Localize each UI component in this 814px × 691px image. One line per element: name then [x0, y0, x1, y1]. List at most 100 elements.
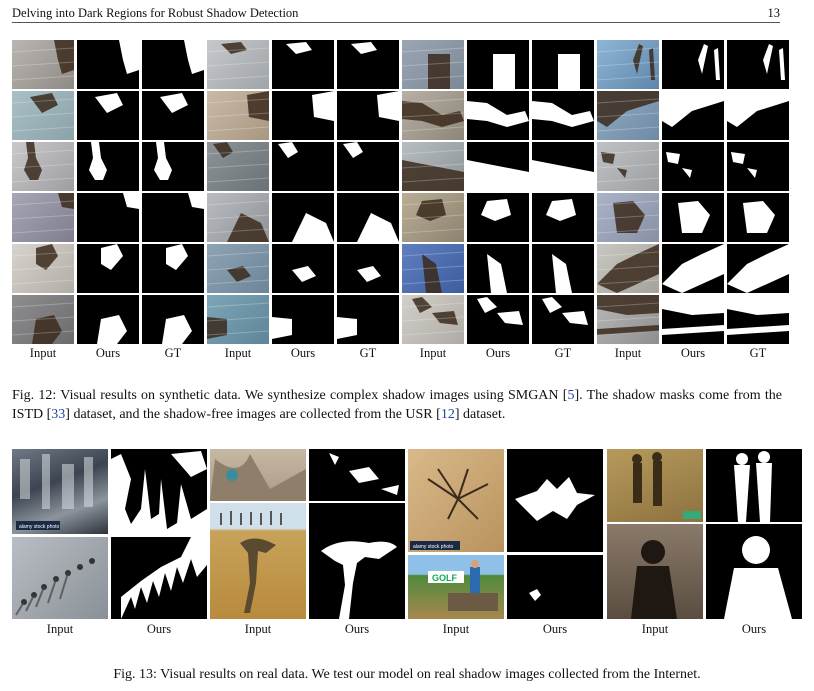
- figure-12-caption: Fig. 12: Visual results on synthetic dat…: [12, 388, 782, 422]
- input-image-cell: [12, 295, 74, 344]
- input-image-cell: [597, 244, 659, 293]
- citation-link[interactable]: 5: [567, 388, 575, 403]
- citation-link[interactable]: 12: [440, 407, 455, 422]
- gt-mask-cell: [532, 91, 594, 140]
- col-label: Input: [442, 622, 470, 636]
- figure-13-caption: Fig. 13: Visual results on real data. We…: [113, 667, 701, 682]
- ours-mask-cell: [467, 142, 529, 191]
- col-label: Input: [46, 622, 74, 636]
- ours-mask-cell: [467, 40, 529, 89]
- gt-mask-cell: [142, 40, 204, 89]
- col-label: Input: [419, 346, 447, 360]
- gt-mask-cell: [727, 91, 789, 140]
- gt-mask-cell: [532, 295, 594, 344]
- ours-mask-cell: [467, 193, 529, 242]
- input-image-crowd-street: [12, 537, 108, 619]
- col-label: GT: [554, 346, 572, 360]
- ours-mask-cell: [77, 40, 139, 89]
- input-image-cell: [402, 193, 464, 242]
- input-image-cell: [402, 40, 464, 89]
- input-image-cell: [12, 142, 74, 191]
- running-title: Delving into Dark Regions for Robust Sha…: [12, 6, 299, 20]
- input-image-cell: [597, 91, 659, 140]
- input-image-palm-shadow: alamy stock photo: [408, 449, 504, 552]
- gt-mask-cell: [337, 193, 399, 242]
- input-image-cell: [402, 295, 464, 344]
- ours-mask-cell: [272, 295, 334, 344]
- col-label: Ours: [542, 622, 568, 636]
- input-image-cell: [402, 244, 464, 293]
- input-image-cell: [207, 91, 269, 140]
- gt-mask-cell: [142, 193, 204, 242]
- mask-aerial-resort: [309, 449, 405, 501]
- gt-mask-cell: [337, 91, 399, 140]
- mask-desert-tree: [309, 503, 405, 619]
- mask-city-aerial: [111, 449, 207, 534]
- col-label: GT: [164, 346, 182, 360]
- ours-mask-cell: [272, 193, 334, 242]
- col-label: Input: [29, 346, 57, 360]
- gt-mask-cell: [532, 142, 594, 191]
- col-label: Ours: [290, 346, 316, 360]
- input-image-cell: [402, 91, 464, 140]
- ours-mask-cell: [77, 295, 139, 344]
- figure-12-grid: [12, 40, 789, 344]
- col-label: Ours: [741, 622, 767, 636]
- gt-mask-cell: [337, 295, 399, 344]
- ours-mask-cell: [77, 142, 139, 191]
- ours-mask-cell: [77, 91, 139, 140]
- gt-mask-cell: [142, 91, 204, 140]
- mask-golf-sign: [507, 555, 603, 619]
- gt-mask-cell: [142, 244, 204, 293]
- col-label: Ours: [680, 346, 706, 360]
- input-image-cell: [402, 142, 464, 191]
- ours-mask-cell: [662, 244, 724, 293]
- ours-mask-cell: [272, 142, 334, 191]
- gt-mask-cell: [337, 40, 399, 89]
- input-image-cell: [207, 40, 269, 89]
- gt-mask-cell: [727, 142, 789, 191]
- ours-mask-cell: [467, 244, 529, 293]
- col-label: Ours: [95, 346, 121, 360]
- input-image-cell: [12, 244, 74, 293]
- gt-mask-cell: [727, 295, 789, 344]
- ours-mask-cell: [77, 244, 139, 293]
- sign-text: GOLF: [432, 573, 457, 583]
- input-image-city-aerial: alamy stock photo: [12, 449, 108, 534]
- input-image-cell: [207, 142, 269, 191]
- input-image-desert-tree: [210, 503, 306, 619]
- ours-mask-cell: [467, 91, 529, 140]
- col-label: GT: [749, 346, 767, 360]
- mask-crowd-street: [111, 537, 207, 619]
- input-image-couple-shadow: [607, 449, 703, 522]
- ours-mask-cell: [662, 295, 724, 344]
- ours-mask-cell: [662, 91, 724, 140]
- input-image-cell: [207, 193, 269, 242]
- input-image-aerial-resort: [210, 449, 306, 501]
- ours-mask-cell: [662, 142, 724, 191]
- col-label: Input: [244, 622, 272, 636]
- gt-mask-cell: [532, 193, 594, 242]
- gt-mask-cell: [337, 142, 399, 191]
- col-label: Input: [614, 346, 642, 360]
- gt-mask-cell: [727, 40, 789, 89]
- ours-mask-cell: [272, 40, 334, 89]
- citation-link[interactable]: 33: [51, 407, 66, 422]
- input-image-cell: [207, 244, 269, 293]
- gt-mask-cell: [532, 244, 594, 293]
- ours-mask-cell: [272, 91, 334, 140]
- gt-mask-cell: [727, 193, 789, 242]
- col-label: Ours: [344, 622, 370, 636]
- col-label: GT: [359, 346, 377, 360]
- input-image-cell: [12, 91, 74, 140]
- watermark-text: alamy stock photo: [413, 544, 454, 550]
- ours-mask-cell: [662, 40, 724, 89]
- input-image-cell: [597, 40, 659, 89]
- gt-mask-cell: [337, 244, 399, 293]
- ours-mask-cell: [77, 193, 139, 242]
- input-image-cell: [12, 193, 74, 242]
- mask-person-shadow: [706, 524, 802, 619]
- input-image-cell: [597, 193, 659, 242]
- gt-mask-cell: [142, 295, 204, 344]
- gt-mask-cell: [532, 40, 594, 89]
